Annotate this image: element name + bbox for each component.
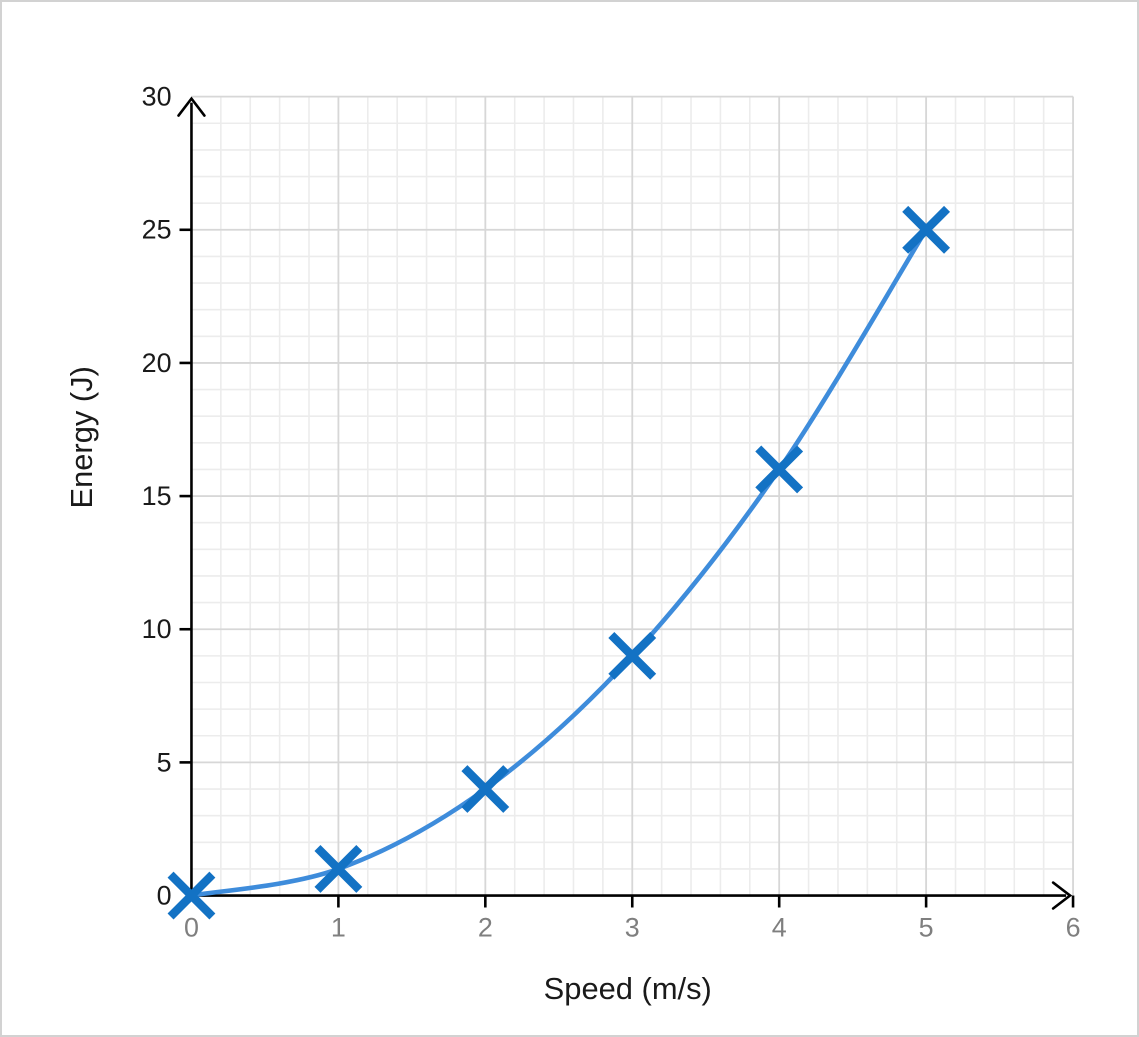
y-tick-label: 30 <box>142 82 172 112</box>
axis-ticks <box>179 228 1075 908</box>
y-tick-label: 5 <box>157 747 172 777</box>
y-tick-label: 15 <box>142 481 172 511</box>
y-tick-label: 25 <box>142 215 172 245</box>
x-tick-label: 3 <box>625 912 640 942</box>
y-axis-title: Energy (J) <box>64 366 99 508</box>
data-point-markers <box>167 205 951 920</box>
data-point-marker <box>608 631 657 680</box>
x-tick-labels: 0 1 2 3 4 5 6 <box>184 912 1081 942</box>
y-tick-label: 0 <box>157 881 172 911</box>
data-point-marker <box>167 871 216 920</box>
x-axis-title: Speed (m/s) <box>544 971 712 1006</box>
x-tick-label: 1 <box>331 912 346 942</box>
data-point-marker <box>461 765 510 813</box>
y-tick-labels: 0 5 10 15 20 25 30 <box>142 82 172 911</box>
x-tick-label: 4 <box>772 912 787 942</box>
y-tick-label: 10 <box>142 614 172 644</box>
x-tick-label: 2 <box>478 912 493 942</box>
data-point-marker <box>902 205 951 254</box>
y-axis-arrowhead <box>177 96 206 117</box>
x-tick-label: 5 <box>919 912 934 942</box>
data-point-marker <box>314 844 363 893</box>
y-tick-label: 20 <box>142 348 172 378</box>
x-axis-arrowhead <box>1051 881 1073 910</box>
data-point-marker <box>755 445 804 494</box>
x-tick-label: 6 <box>1066 912 1081 942</box>
x-tick-label: 0 <box>184 912 199 942</box>
series-curve <box>189 227 929 898</box>
